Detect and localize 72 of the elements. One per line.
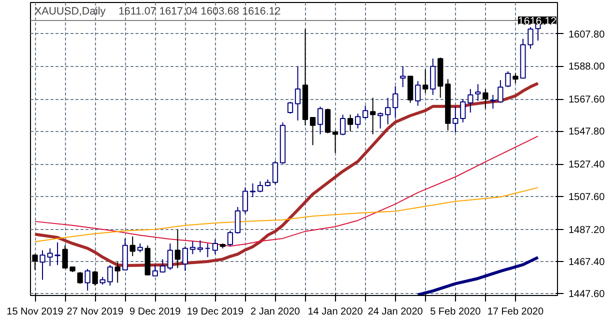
chart-subtitle: 1611.07 1617.04 1603.68 1616.12 — [118, 6, 281, 18]
candlestick — [528, 26, 534, 50]
candlestick — [84, 268, 90, 292]
line-series — [34, 136, 538, 247]
candlestick — [114, 262, 120, 284]
candlestick — [190, 240, 196, 255]
ref-line-label: 1616.12 — [518, 15, 557, 28]
line-series — [34, 187, 538, 242]
x-tick-label: 2 Jan 2020 — [250, 306, 300, 318]
candlestick — [362, 105, 368, 120]
candlestick — [250, 182, 256, 198]
candlestick — [227, 230, 234, 247]
x-tick-label: 17 Feb 2020 — [487, 306, 544, 318]
y-tick-label: 1527.40 — [568, 160, 606, 171]
x-tick-label: 5 Feb 2020 — [430, 306, 482, 318]
candlestick — [385, 97, 391, 125]
candlestick — [92, 270, 98, 286]
candlestick — [505, 70, 511, 88]
x-tick-label: 27 Nov 2019 — [66, 306, 124, 318]
candlestick — [378, 112, 384, 129]
candlestick — [400, 66, 406, 88]
candlestick — [512, 72, 518, 84]
candlestick — [370, 97, 376, 135]
y-tick-label: 1487.20 — [568, 224, 606, 236]
line-series — [416, 256, 540, 296]
candlestick — [392, 86, 398, 118]
candlestick — [332, 130, 338, 154]
candlestick — [452, 106, 458, 133]
line-series — [34, 82, 540, 268]
candlestick — [197, 240, 203, 253]
candlestick — [204, 242, 210, 258]
chart-title: XAUUSD,Daily — [34, 6, 106, 18]
y-tick-label: 1507.60 — [568, 192, 606, 203]
candlestick — [475, 84, 481, 102]
candlestick — [257, 180, 264, 193]
candlestick — [152, 264, 158, 276]
y-tick-label: 1547.80 — [568, 126, 606, 138]
candlestick — [160, 258, 166, 272]
candlestick — [408, 76, 414, 104]
y-tick-label: 1467.40 — [568, 256, 606, 268]
x-tick-label: 9 Dec 2019 — [130, 306, 182, 318]
y-tick-label: 1588.00 — [568, 62, 606, 73]
candlestick — [482, 88, 488, 110]
candlestick — [415, 80, 421, 106]
candlestick — [430, 58, 436, 96]
candlestick — [167, 242, 173, 270]
candlestick — [130, 236, 136, 257]
candlestick — [317, 106, 324, 135]
candlestick — [347, 114, 354, 132]
candlestick — [182, 246, 188, 272]
candlestick — [272, 160, 278, 185]
y-tick-label: 1607.80 — [568, 29, 606, 40]
candlestick — [468, 88, 474, 114]
x-tick-label: 19 Dec 2019 — [186, 306, 244, 318]
candlestick — [354, 113, 361, 129]
candlestick — [324, 108, 331, 134]
y-tick-label: 1447.60 — [568, 289, 606, 300]
candlestick — [242, 186, 248, 214]
candlestick — [234, 206, 241, 234]
x-tick-label: 15 Nov 2019 — [6, 306, 64, 318]
y-tick-label: 1567.60 — [568, 94, 606, 106]
candlestick — [460, 98, 466, 123]
candlestick — [422, 68, 428, 94]
candlestick — [174, 229, 180, 268]
candlestick — [310, 117, 316, 146]
candlestick — [340, 114, 346, 136]
x-tick-label: 14 Jan 2020 — [308, 306, 364, 318]
candlestick — [77, 272, 83, 284]
candlestick — [294, 66, 301, 121]
candlestick — [287, 101, 294, 114]
x-tick-label: 24 Jan 2020 — [368, 306, 424, 318]
candlestick — [212, 238, 218, 255]
